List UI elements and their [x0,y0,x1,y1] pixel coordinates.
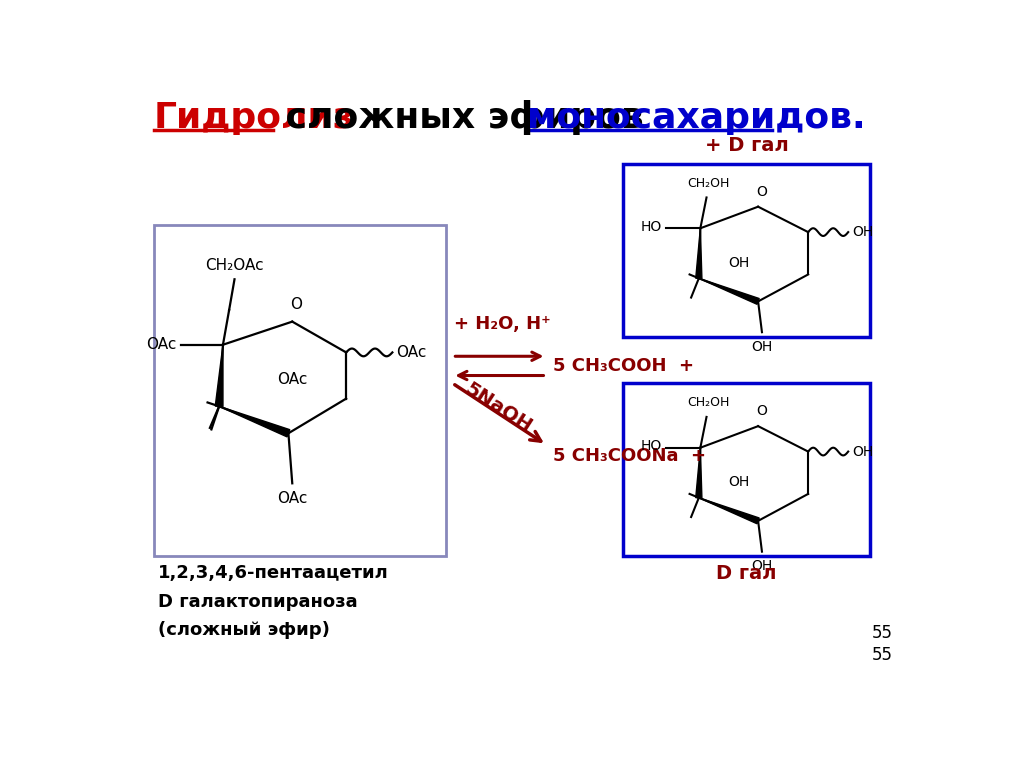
Text: D гал: D гал [717,564,777,583]
Bar [624,164,869,337]
Text: + D гал: + D гал [705,135,788,154]
Text: 55
55: 55 55 [871,624,893,664]
Text: OAc: OAc [276,372,307,387]
Text: 1,2,3,4,6-пентаацетил: 1,2,3,4,6-пентаацетил [158,564,388,582]
Polygon shape [219,406,290,437]
Text: OAc: OAc [146,337,177,353]
Text: моносахаридов.: моносахаридов. [527,101,865,134]
Text: OH: OH [752,559,772,574]
Text: CH₂OH: CH₂OH [687,396,729,409]
Text: HO: HO [641,439,662,453]
Text: OH: OH [728,475,750,489]
Text: 5 CH₃COONa  +: 5 CH₃COONa + [553,448,706,465]
Text: (сложный эфир): (сложный эфир) [158,621,330,639]
Bar [624,383,869,557]
Polygon shape [215,345,223,406]
Text: O: O [756,185,767,199]
Polygon shape [695,228,701,279]
Polygon shape [698,498,759,524]
Text: 5NaOH: 5NaOH [462,379,536,436]
Text: OAc: OAc [278,491,307,506]
Text: сложных эфиров: сложных эфиров [273,100,656,135]
Text: O: O [756,405,767,419]
Text: OH: OH [852,225,873,239]
Text: OH: OH [752,340,772,354]
Text: Гидролиз: Гидролиз [154,101,354,134]
Text: O: O [290,297,302,313]
Bar [154,225,446,557]
Text: CH₂OAc: CH₂OAc [205,258,264,273]
Polygon shape [695,448,701,498]
Text: + H₂O, H⁺: + H₂O, H⁺ [454,315,551,333]
Text: HO: HO [641,220,662,233]
Text: 5 CH₃COOH  +: 5 CH₃COOH + [553,357,693,376]
Text: CH₂OH: CH₂OH [687,177,729,190]
Text: D галактопираноза: D галактопираноза [158,593,357,611]
Text: OH: OH [852,445,873,458]
Text: OAc: OAc [396,345,427,360]
Text: OH: OH [728,256,750,270]
Polygon shape [698,278,759,304]
